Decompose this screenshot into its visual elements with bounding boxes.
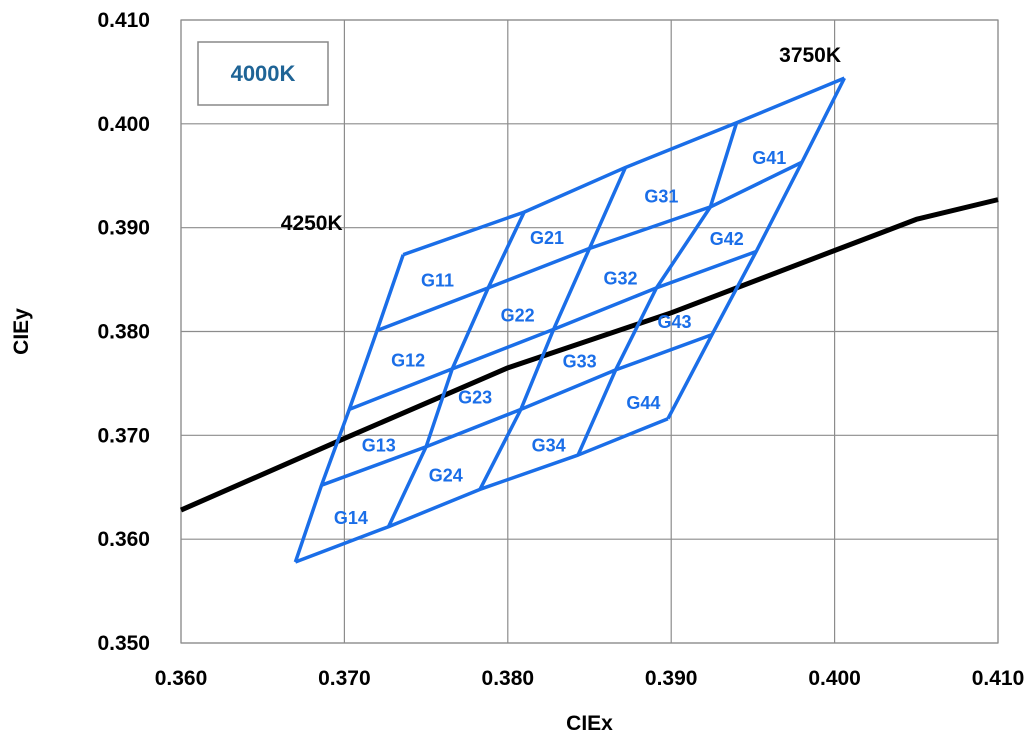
cct-label: 4250K: [281, 212, 343, 235]
bin-column-line: [666, 77, 846, 420]
bin-label: G23: [458, 388, 492, 408]
bin-label: G11: [421, 270, 454, 290]
x-tick-label: 0.380: [482, 667, 535, 690]
bin-label: G41: [752, 148, 786, 168]
blackbody-locus: [179, 197, 999, 513]
x-tick-label: 0.360: [155, 667, 208, 690]
legend-frame: [197, 41, 329, 106]
bin-grid: [293, 76, 846, 564]
bin-label: G33: [563, 351, 597, 371]
bin-label: G12: [391, 350, 425, 370]
y-tick-label: 0.400: [97, 113, 150, 136]
bin-column-line: [386, 211, 526, 528]
y-tick-label: 0.390: [97, 217, 150, 240]
bin-label: G34: [532, 436, 566, 456]
tick-labels: 0.360 0.370 0.380 0.390 0.400 0.4100.3500.360…: [97, 9, 1024, 690]
y-tick-label: 0.350: [97, 632, 150, 655]
locus-line: [179, 197, 999, 513]
bin-label: G21: [530, 228, 564, 248]
bin-label: G22: [501, 306, 535, 326]
y-tick-label: 0.360: [97, 528, 150, 551]
y-tick-label: 0.380: [97, 321, 150, 344]
bin-label: G14: [334, 508, 368, 528]
cct-label: 3750K: [779, 44, 841, 67]
x-axis-title: CIEx: [566, 712, 613, 735]
bin-column-line: [576, 122, 739, 456]
bin-label: G31: [644, 186, 678, 206]
bin-label: G24: [429, 466, 463, 486]
x-tick-label: 0.390: [645, 667, 698, 690]
x-tick-label: 0.400: [808, 667, 861, 690]
y-tick-label: 0.410: [97, 9, 150, 32]
y-tick-label: 0.370: [97, 424, 150, 447]
bin-labels: G11 G21 G31 G41 G12 G22 G32 G42 G13 G23 G33 G43 G14 G…: [281, 44, 841, 528]
plot-border: [180, 19, 999, 644]
bin-label: G32: [604, 268, 638, 288]
bin-column-line: [293, 254, 405, 563]
gridlines: [180, 19, 999, 644]
bin-label: G44: [626, 393, 660, 413]
x-tick-label: 0.370: [318, 667, 371, 690]
x-tick-label: 0.410: [972, 667, 1025, 690]
bin-column-line: [478, 166, 628, 491]
y-axis-title: CIEy: [10, 308, 33, 355]
bin-label: G13: [362, 436, 396, 456]
legend-box: 4000K: [197, 41, 329, 106]
legend-label: 4000K: [231, 61, 296, 86]
bin-label: G43: [657, 312, 691, 332]
bin-row-line: [294, 417, 669, 564]
bin-label: G42: [710, 229, 744, 249]
